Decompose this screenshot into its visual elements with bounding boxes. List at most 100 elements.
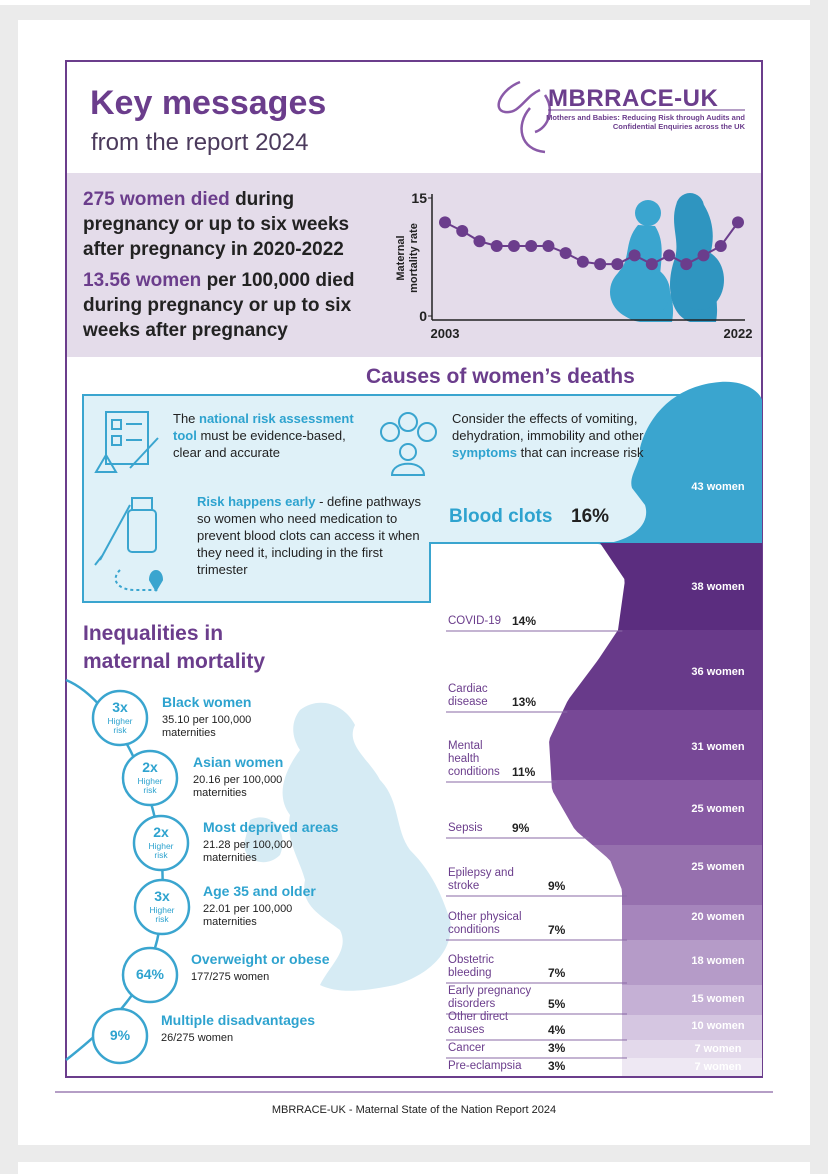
stat-highlight: 275 women died	[83, 189, 230, 210]
pregnant-silhouette-2	[670, 193, 724, 322]
trend-point	[611, 258, 624, 271]
group-name: Asian women	[193, 754, 284, 770]
badge-circle	[133, 878, 191, 936]
cause-name: Obstetric bleeding	[448, 954, 495, 979]
group-detail: 177/275 women	[191, 971, 270, 983]
badge-note: Higher risk	[107, 716, 133, 735]
trend-point	[507, 239, 520, 252]
badge-circle	[91, 1007, 149, 1065]
trend-point	[576, 255, 589, 268]
trend-point	[697, 249, 710, 262]
cause-percent: 4%	[548, 1023, 566, 1037]
previous-page	[0, 0, 810, 5]
cause-percent: 9%	[548, 879, 566, 893]
inequalities-title: Inequalities in maternal mortality	[83, 622, 266, 673]
body-band	[622, 905, 762, 940]
cause-name: Epilepsy and stroke	[448, 867, 514, 892]
text: that can increase risk	[517, 445, 644, 460]
group-detail: 22.01 per 100,000 maternities	[203, 903, 293, 928]
body-band	[622, 940, 762, 985]
body-band	[551, 780, 762, 845]
text: - define pathways so women who need medi…	[197, 494, 422, 577]
recommendation: Consider the effects of vomiting, dehydr…	[452, 410, 662, 461]
group-detail: 26/275 women	[161, 1032, 234, 1044]
body-band	[622, 1040, 762, 1058]
cause-name: Other physical conditions	[448, 911, 522, 936]
badge: 2x	[142, 759, 158, 775]
cause-women: 18 women	[691, 955, 745, 967]
cause-name: Cardiac disease	[448, 683, 488, 708]
group-detail: 35.10 per 100,000 maternities	[162, 714, 252, 739]
cause-percent: 3%	[548, 1041, 566, 1055]
body-band	[549, 710, 762, 780]
trend-point	[732, 216, 744, 229]
badge: 2x	[153, 824, 169, 840]
body-band	[622, 1015, 762, 1040]
causes-title: Causes of women’s deaths	[366, 365, 635, 388]
cause-name: Mental health conditions	[448, 740, 500, 778]
logo-name: MBRRACE-UK	[548, 85, 719, 112]
cause-women: 36 women	[691, 666, 745, 678]
symptoms-icon	[380, 412, 437, 476]
body-band	[600, 543, 762, 630]
logo-icon	[497, 80, 551, 154]
cause-women: 7 women	[694, 1043, 742, 1055]
x-tick-label: 2022	[724, 326, 753, 341]
body-band	[592, 845, 762, 905]
trend-point	[628, 249, 641, 262]
recommendation: The national risk assessment tool must b…	[173, 410, 358, 461]
badge-circle	[91, 689, 149, 747]
text: must be evidence-based, clear and accura…	[173, 428, 346, 460]
recommendation: Risk happens early - define pathways so …	[197, 493, 422, 578]
cause-percent: 16%	[571, 506, 610, 527]
x-tick-label: 2003	[431, 326, 460, 341]
group-name: Overweight or obese	[191, 951, 330, 967]
trend-point	[663, 249, 676, 262]
cause-women: 31 women	[691, 741, 745, 753]
cause-percent: 14%	[512, 614, 537, 628]
trend-point	[525, 239, 538, 252]
text: Consider the effects of vomiting, dehydr…	[452, 411, 644, 443]
trend-point	[439, 216, 451, 229]
group-name: Age 35 and older	[203, 883, 316, 899]
y-tick-label: 15	[411, 190, 427, 206]
stat: 13.56 women per 100,000 died during preg…	[83, 268, 388, 343]
document-icon	[94, 411, 159, 473]
logo-tagline: Mothers and Babies: Reducing Risk throug…	[546, 113, 745, 131]
group-name: Most deprived areas	[203, 819, 339, 835]
trend-point	[680, 258, 693, 271]
medication-icon	[94, 497, 164, 592]
y-axis-label: Maternal mortality rate	[395, 223, 420, 293]
trend-point	[456, 225, 469, 238]
badge: 3x	[112, 699, 128, 715]
footer: MBRRACE-UK - Maternal State of the Natio…	[271, 1104, 557, 1116]
badge-note: Higher risk	[149, 905, 175, 924]
cause-percent: 7%	[548, 923, 566, 937]
cause-percent: 7%	[548, 966, 566, 980]
trend-point	[714, 239, 727, 252]
highlight: national risk assessment tool	[173, 411, 354, 443]
next-page	[18, 1162, 810, 1174]
badge-circle	[121, 749, 179, 807]
stat-text: per 100,000 died during pregnancy or up …	[83, 270, 355, 341]
body-band	[622, 985, 762, 1015]
body-band	[622, 1058, 762, 1076]
badge-circle	[132, 814, 190, 872]
y-tick-label: 0	[419, 308, 427, 324]
cause-name: Early pregnancy disorders	[448, 985, 532, 1010]
pregnant-silhouettes	[610, 200, 674, 322]
cause-name: Cancer	[448, 1042, 486, 1054]
group-name: Multiple disadvantages	[161, 1012, 316, 1028]
trend-point	[473, 235, 486, 248]
trend-point	[559, 247, 572, 260]
highlight: Risk happens early	[197, 494, 316, 509]
cause-women: 15 women	[691, 993, 745, 1005]
highlight: symptoms	[452, 445, 518, 460]
text: The	[173, 411, 200, 426]
badge-circle	[121, 946, 179, 1004]
cause-women: 38 women	[691, 581, 745, 593]
cause-percent: 9%	[512, 821, 530, 835]
cause-name: Blood clots	[449, 506, 553, 527]
